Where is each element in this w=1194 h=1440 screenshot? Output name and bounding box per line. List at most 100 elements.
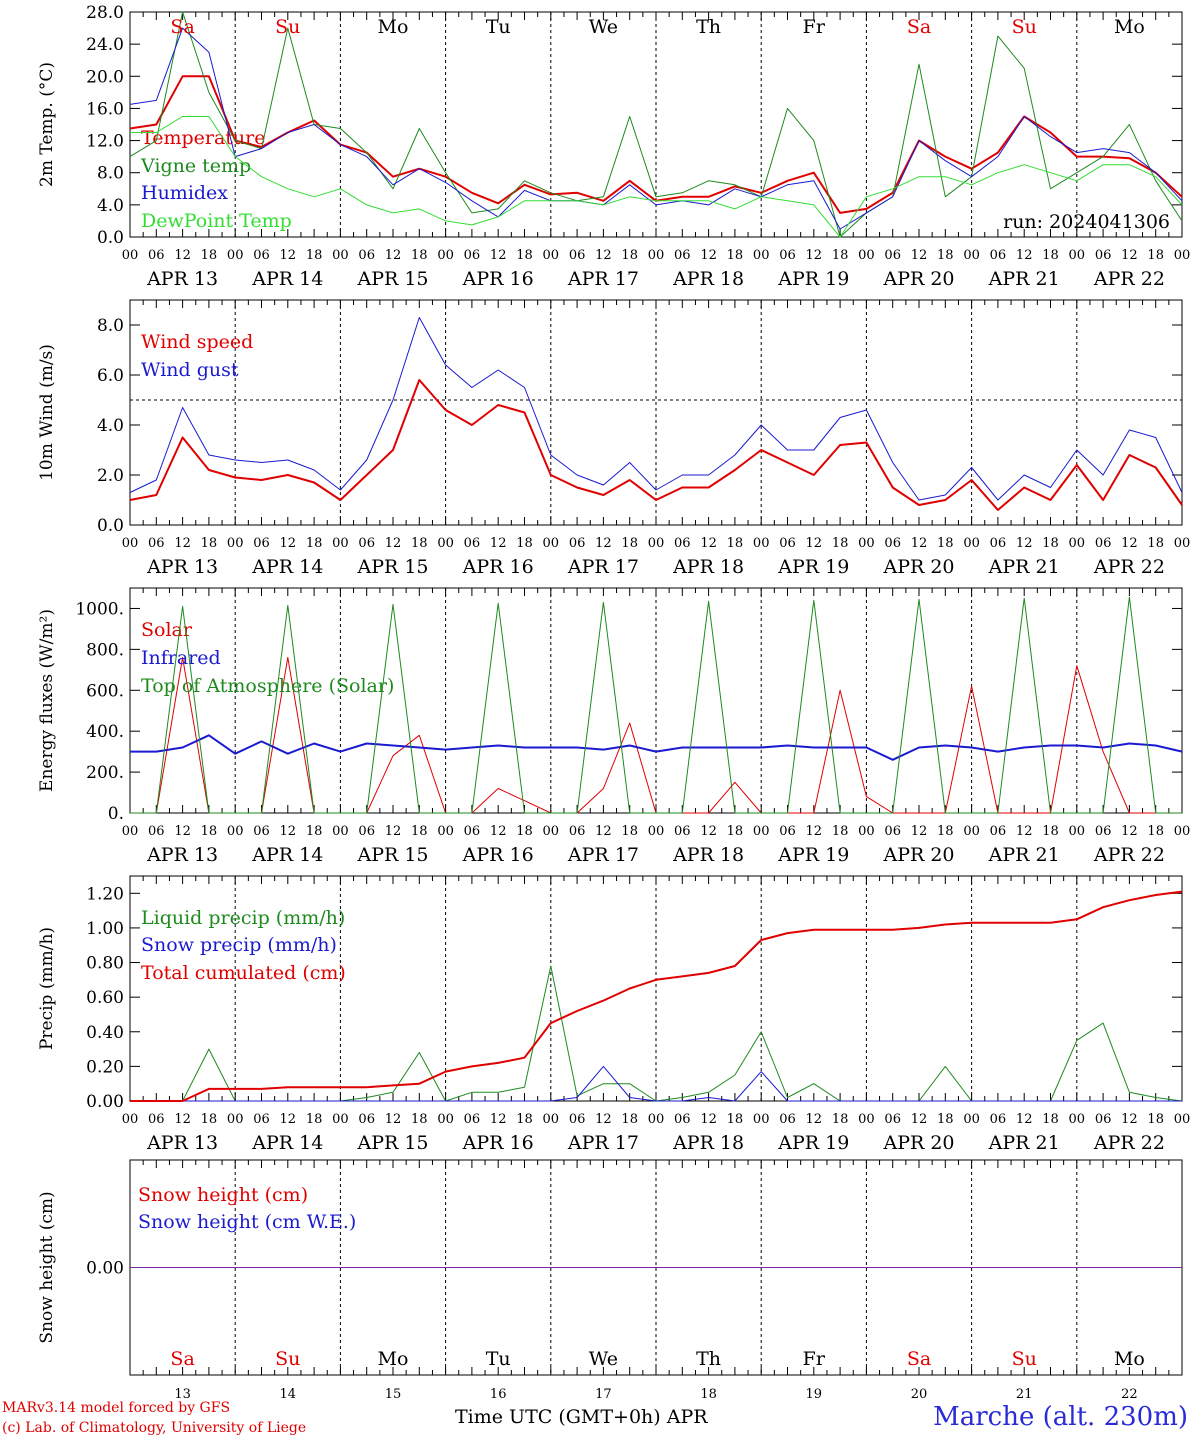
hour-label: 18: [621, 536, 638, 551]
hour-label: 00: [543, 248, 560, 263]
date-label: APR 14: [251, 556, 323, 578]
hour-label: 18: [1147, 248, 1164, 263]
hour-label: 18: [516, 824, 533, 839]
hour-label: 18: [832, 1112, 849, 1127]
y-tick-label: 0.00: [86, 1259, 124, 1279]
hour-label: 06: [358, 536, 375, 551]
legend-entry: Infrared: [141, 647, 221, 669]
legend-entry: DewPoint Temp: [141, 210, 292, 232]
hour-label: 12: [595, 536, 612, 551]
run-annotation: run: 2024041306: [1003, 211, 1170, 233]
series-line-2: [130, 1065, 1182, 1102]
y-tick-label: 0.00: [86, 1092, 124, 1112]
date-label: APR 21: [988, 268, 1060, 290]
hour-label: 18: [306, 248, 323, 263]
hour-label: 12: [700, 536, 717, 551]
hour-label: 18: [306, 536, 323, 551]
date-label: APR 14: [251, 268, 323, 290]
y-tick-label: 400.: [86, 722, 124, 742]
hour-label: 06: [464, 1112, 481, 1127]
y-axis-label: Snow height (cm): [37, 1191, 57, 1343]
station-name: Marche (alt. 230m): [933, 1402, 1188, 1432]
hour-label: 06: [148, 1112, 165, 1127]
date-label: APR 22: [1093, 268, 1165, 290]
hour-label: 12: [595, 248, 612, 263]
hour-label: 18: [201, 1112, 218, 1127]
hour-label: 12: [385, 1112, 402, 1127]
weekday-label: Sa: [170, 16, 194, 38]
y-tick-label: 16.0: [86, 99, 124, 119]
date-label: APR 22: [1093, 1132, 1165, 1154]
hour-label: 00: [1174, 536, 1191, 551]
day-number: 13: [174, 1387, 191, 1402]
date-label: APR 16: [462, 1132, 534, 1154]
hour-label: 12: [174, 1112, 191, 1127]
hour-label: 00: [227, 536, 244, 551]
date-label: APR 19: [777, 1132, 849, 1154]
date-label: APR 13: [146, 844, 218, 866]
legend-entry: Snow height (cm W.E.): [138, 1211, 356, 1233]
hour-label: 06: [779, 248, 796, 263]
weekday-label: Su: [1012, 1348, 1037, 1370]
date-label: APR 21: [988, 556, 1060, 578]
hour-label: 06: [253, 824, 270, 839]
legend-entry: Wind gust: [141, 359, 239, 381]
date-label: APR 17: [567, 844, 639, 866]
day-number: 20: [911, 1387, 928, 1402]
hour-label: 00: [437, 824, 454, 839]
hour-label: 12: [385, 824, 402, 839]
hour-label: 06: [779, 824, 796, 839]
hour-label: 18: [1042, 248, 1059, 263]
y-tick-label: 20.0: [86, 67, 124, 87]
hour-label: 06: [674, 1112, 691, 1127]
hour-label: 12: [806, 824, 823, 839]
legend-entry: Humidex: [141, 182, 228, 204]
hour-label: 18: [201, 248, 218, 263]
hour-label: 06: [253, 1112, 270, 1127]
panel-2: 0.0 2.0 4.0 6.0 8.0 10m Wind (m/s) Wind speed W…: [37, 299, 1191, 578]
y-tick-label: 1.20: [86, 884, 124, 904]
hour-label: 18: [832, 248, 849, 263]
plot-frame: [129, 11, 1183, 238]
hour-label: 18: [621, 248, 638, 263]
date-label: APR 18: [672, 844, 744, 866]
hour-label: 00: [332, 536, 349, 551]
day-number: 17: [595, 1387, 612, 1402]
credit-line-2: (c) Lab. of Climatology, University of L…: [2, 1420, 307, 1436]
hour-label: 18: [621, 824, 638, 839]
panel-3: 0. 200. 400. 600. 800. 1000. Energy fluxes (W/…: [37, 587, 1190, 866]
hour-label: 18: [937, 248, 954, 263]
day-number: 21: [1016, 1387, 1033, 1402]
hour-label: 18: [937, 536, 954, 551]
x-axis-label: Time UTC (GMT+0h) APR: [455, 1406, 708, 1428]
series-line-3: [130, 596, 1182, 814]
hour-label: 06: [779, 536, 796, 551]
hour-label: 00: [122, 536, 139, 551]
hour-label: 12: [806, 536, 823, 551]
hour-label: 00: [858, 824, 875, 839]
hour-label: 12: [1016, 824, 1033, 839]
date-label: APR 13: [146, 1132, 218, 1154]
hour-label: 00: [227, 1112, 244, 1127]
day-number: 22: [1121, 1387, 1138, 1402]
weekday-label: Sa: [907, 1348, 931, 1370]
series-line-2: [129, 11, 1183, 238]
date-label: APR 20: [882, 268, 954, 290]
hour-label: 06: [569, 248, 586, 263]
hour-label: 00: [122, 1112, 139, 1127]
hour-label: 06: [990, 824, 1007, 839]
hour-label: 06: [990, 536, 1007, 551]
hour-label: 18: [727, 248, 744, 263]
y-tick-label: 0.0: [97, 516, 124, 536]
day-number: 16: [490, 1387, 507, 1402]
hour-label: 00: [1069, 1112, 1086, 1127]
hour-label: 06: [464, 824, 481, 839]
hour-label: 18: [1147, 536, 1164, 551]
hour-label: 12: [1016, 1112, 1033, 1127]
hour-label: 12: [595, 824, 612, 839]
hour-label: 06: [884, 1112, 901, 1127]
hour-label: 00: [1174, 248, 1191, 263]
y-tick-label: 6.0: [97, 366, 124, 386]
hour-label: 18: [937, 1112, 954, 1127]
y-tick-label: 0.60: [86, 988, 124, 1008]
